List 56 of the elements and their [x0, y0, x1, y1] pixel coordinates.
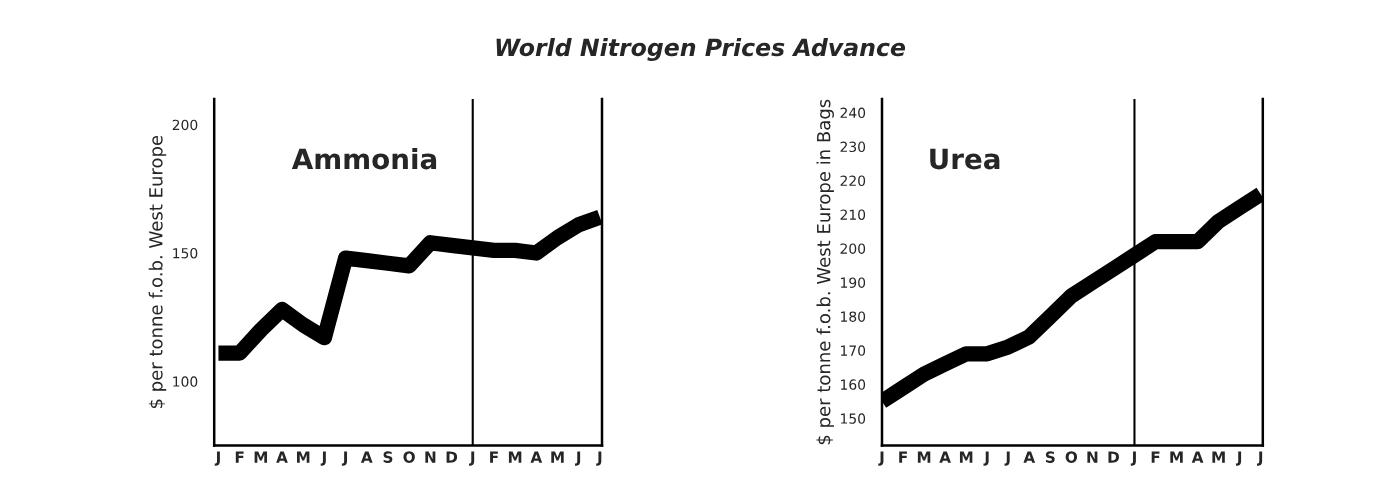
y-tick-label: 240 — [840, 107, 866, 119]
x-tick-label: M — [254, 451, 268, 463]
x-tick-label: F — [899, 451, 907, 463]
text: World Nitrogen Prices Advance — [496, 37, 906, 62]
y-axis-title: $ per tonne f.o.b. West Europe in Bags — [816, 99, 834, 445]
x-tick-label: F — [235, 451, 244, 463]
x-tick-label: N — [1087, 451, 1098, 463]
annotation: Urea — [930, 148, 1000, 170]
x-tick-label: N — [425, 451, 436, 463]
y-tick-label: 200 — [840, 243, 866, 254]
y-tick-label: 100 — [173, 376, 198, 387]
x-tick-label: S — [1045, 451, 1055, 463]
x-tick-label: F — [490, 451, 498, 463]
y-tick-label: 150 — [173, 247, 198, 259]
x-tick-label: J — [983, 451, 989, 466]
x-tick-label: J — [1130, 451, 1136, 466]
x-tick-label: J — [878, 451, 884, 466]
x-tick-label: J — [1257, 451, 1263, 466]
x-tick-label: M — [959, 451, 973, 463]
y-tick-label: 190 — [841, 277, 866, 288]
x-tick-label: A — [530, 451, 543, 463]
x-tick-label: M — [1212, 451, 1225, 463]
x-tick-label: S — [383, 451, 393, 463]
y-tick-label: 150 — [841, 413, 866, 424]
x-tick-label: O — [403, 451, 415, 463]
annotation: Ammonia — [291, 147, 437, 170]
x-tick-label: J — [341, 451, 348, 466]
y-tick-label: 180 — [841, 311, 866, 322]
x-tick-label: J — [574, 451, 581, 466]
y-axis-title: $ per tonne f.o.b. West Europe — [148, 135, 167, 409]
x-tick-label: O — [1065, 451, 1078, 463]
x-tick-label: A — [1191, 451, 1204, 463]
y-tick-label: 210 — [840, 209, 866, 220]
x-tick-label: M — [297, 451, 310, 463]
y-tick-label: 170 — [841, 345, 866, 356]
x-tick-label: J — [214, 451, 220, 466]
x-tick-label: F — [1151, 451, 1160, 463]
y-tick-label: 200 — [172, 119, 198, 131]
x-tick-label: J — [596, 451, 602, 466]
y-tick-label: 160 — [841, 379, 866, 390]
x-tick-label: A — [939, 451, 951, 463]
x-tick-label: J — [1235, 451, 1242, 466]
x-tick-label: M — [1170, 451, 1183, 463]
x-tick-label: A — [1023, 451, 1036, 463]
x-tick-label: D — [1108, 451, 1119, 463]
x-tick-label: D — [446, 451, 458, 463]
x-tick-label: M — [508, 451, 522, 463]
x-tick-label: M — [917, 451, 931, 463]
x-tick-label: J — [320, 451, 326, 466]
x-tick-label: M — [551, 451, 564, 463]
y-tick-label: 230 — [840, 141, 866, 153]
x-tick-label: J — [469, 451, 475, 466]
x-tick-label: J — [1004, 451, 1010, 466]
x-tick-label: A — [276, 451, 288, 463]
y-tick-label: 220 — [840, 175, 866, 186]
x-tick-label: A — [360, 451, 373, 463]
